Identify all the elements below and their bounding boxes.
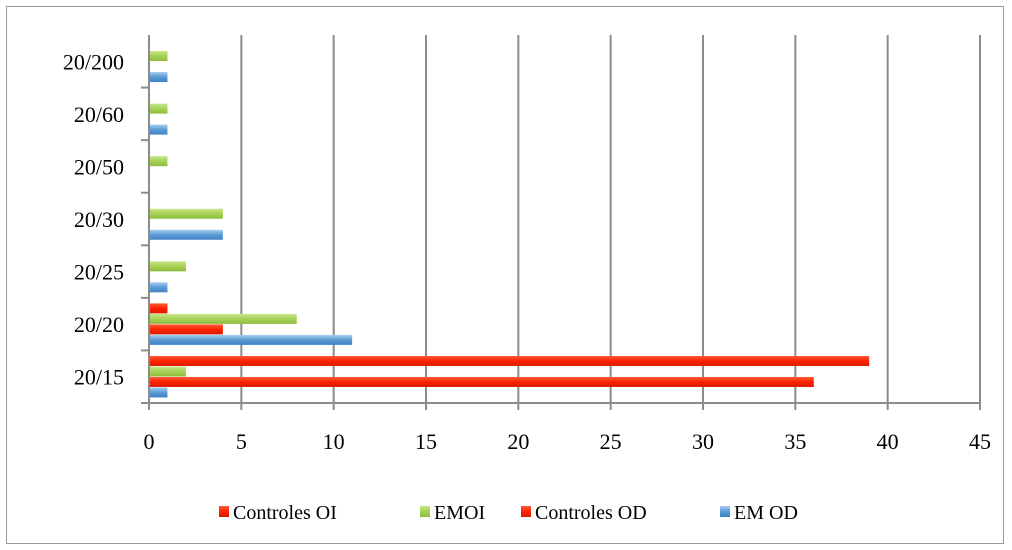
bar bbox=[149, 72, 168, 83]
y-tick-label: 20/25 bbox=[74, 260, 124, 285]
y-tick-label: 20/30 bbox=[74, 207, 124, 232]
bar bbox=[149, 51, 168, 62]
bar bbox=[149, 366, 186, 377]
bar bbox=[149, 313, 297, 324]
y-tick-label: 20/50 bbox=[74, 154, 124, 179]
legend: Controles OI EMOI Controles OD EM OD bbox=[219, 502, 798, 524]
bar bbox=[149, 124, 168, 135]
y-tick-label: 20/15 bbox=[74, 365, 124, 390]
x-tick-label: 30 bbox=[692, 429, 714, 454]
bar bbox=[149, 376, 814, 387]
bar bbox=[149, 282, 168, 293]
legend-label: EM OD bbox=[734, 502, 798, 524]
axes: 0 5 10 15 20 25 30 35 40 45 20/15 20/20 20/25 20/30 20… bbox=[63, 35, 991, 454]
legend-label: Controles OD bbox=[535, 502, 647, 524]
bar bbox=[149, 303, 168, 314]
x-tick-label: 10 bbox=[323, 429, 345, 454]
y-tick-label: 20/200 bbox=[63, 49, 124, 74]
bar bbox=[149, 229, 223, 240]
x-tick-label: 5 bbox=[236, 429, 247, 454]
x-tick-label: 45 bbox=[969, 429, 991, 454]
x-tick-label: 25 bbox=[600, 429, 622, 454]
x-tick-label: 15 bbox=[415, 429, 437, 454]
bar bbox=[149, 387, 168, 398]
bar bbox=[149, 208, 223, 219]
x-tick-label: 20 bbox=[507, 429, 529, 454]
legend-swatch bbox=[521, 506, 531, 517]
legend-label: EMOI bbox=[434, 502, 485, 524]
legend-swatch bbox=[420, 506, 430, 517]
y-tick-label: 20/60 bbox=[74, 102, 124, 127]
x-tick-label: 0 bbox=[144, 429, 155, 454]
bar bbox=[149, 261, 186, 272]
bar bbox=[149, 156, 168, 167]
bar bbox=[149, 103, 168, 114]
bar bbox=[149, 324, 223, 335]
grid-lines bbox=[240, 35, 981, 403]
bars bbox=[149, 51, 870, 398]
bar bbox=[149, 334, 353, 345]
bar bbox=[149, 355, 870, 366]
y-tick-label: 20/20 bbox=[74, 312, 124, 337]
legend-label: Controles OI bbox=[233, 502, 337, 524]
x-tick-label: 35 bbox=[784, 429, 806, 454]
x-tick-label: 40 bbox=[877, 429, 899, 454]
legend-swatch bbox=[720, 506, 730, 517]
legend-swatch bbox=[219, 506, 229, 517]
chart-frame bbox=[6, 6, 1004, 544]
